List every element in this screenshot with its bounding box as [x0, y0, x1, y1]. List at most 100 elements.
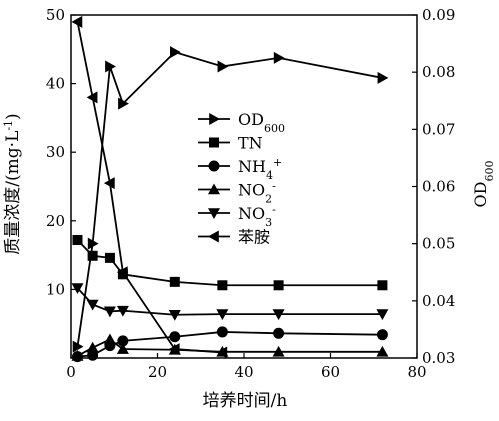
- data-point: [217, 280, 228, 291]
- data-point: [71, 283, 84, 295]
- data-point: [71, 349, 84, 361]
- legend-marker: [208, 160, 220, 172]
- data-point: [216, 346, 228, 359]
- legend-label: NO3-: [238, 203, 276, 229]
- y2-tick-label: 0.04: [422, 292, 455, 310]
- data-point: [216, 326, 228, 338]
- data-point: [216, 309, 229, 321]
- data-point: [168, 309, 181, 321]
- y-axis-label-sup: -1: [2, 120, 15, 131]
- series-line: [76, 51, 383, 347]
- y-axis-label-close: ): [3, 113, 23, 120]
- legend-label-sup: -: [272, 203, 276, 216]
- data-point: [103, 177, 115, 190]
- data-point: [71, 15, 83, 28]
- x-tick-label: 20: [148, 363, 167, 381]
- series-0: [72, 46, 389, 353]
- data-point: [273, 280, 284, 291]
- series-4: [71, 283, 389, 321]
- legend-label-main: 苯胺: [238, 228, 270, 247]
- data-point: [86, 91, 98, 104]
- y-tick-label: 40: [46, 75, 65, 93]
- legend-label-main: NO: [238, 181, 265, 200]
- y-axis-ticks: 10 20 30 40 50: [46, 6, 76, 298]
- y2-tick-label: 0.03: [422, 349, 455, 367]
- legend-label-sup: +: [273, 156, 282, 169]
- legend-label: NO2-: [238, 179, 276, 205]
- data-point: [272, 345, 285, 357]
- data-point: [87, 237, 99, 250]
- y2-axis-label-main: OD: [471, 182, 490, 208]
- data-point: [118, 97, 129, 110]
- x-tick-label: 40: [234, 363, 253, 381]
- legend-label: NH4+: [238, 156, 282, 182]
- legend-label-main: NH: [238, 157, 266, 176]
- legend-label: 苯胺: [238, 228, 270, 247]
- data-point: [86, 341, 99, 353]
- series-line: [77, 338, 383, 357]
- x-tick-label: 80: [407, 363, 426, 381]
- data-point: [377, 71, 389, 84]
- legend-marker: [209, 113, 220, 125]
- data-point: [273, 327, 285, 339]
- series-line: [76, 21, 223, 354]
- legend-label-main: OD: [238, 110, 264, 129]
- legend-label: TN: [238, 134, 263, 153]
- data-point: [87, 250, 98, 261]
- series-1: [72, 235, 388, 291]
- series-line: [76, 287, 383, 316]
- data-point: [376, 329, 388, 341]
- x-tick-label: 60: [321, 363, 340, 381]
- data-point: [117, 335, 129, 347]
- legend-label-sub: 600: [264, 122, 285, 135]
- legend-label-sub: 2: [265, 192, 272, 205]
- legend-marker: [208, 183, 220, 195]
- data-point: [86, 299, 99, 311]
- legend-marker: [208, 208, 220, 219]
- y2-axis-label: OD600: [471, 161, 496, 208]
- series-5: [71, 15, 228, 359]
- y2-tick-label: 0.09: [422, 6, 455, 24]
- data-point: [103, 306, 116, 318]
- data-point: [377, 280, 388, 291]
- legend-label-main: TN: [238, 134, 263, 153]
- y-axis-label: 质量浓度/(mg·L-1): [2, 113, 24, 254]
- y2-axis-ticks: 0.03 0.04 0.05 0.06 0.07 0.08 0.09: [412, 6, 455, 367]
- x-tick-label: 0: [66, 363, 76, 381]
- data-point: [116, 305, 129, 317]
- data-point: [72, 235, 83, 246]
- data-point: [116, 266, 128, 279]
- data-point: [104, 252, 115, 263]
- data-point: [376, 345, 389, 357]
- x-axis-label: 培养时间/h: [203, 391, 288, 411]
- data-point: [105, 60, 116, 73]
- y-tick-label: 50: [46, 6, 65, 24]
- y2-tick-label: 0.05: [422, 235, 455, 253]
- data-point: [170, 46, 181, 59]
- data-point: [116, 343, 129, 354]
- legend-label-main: NO: [238, 204, 265, 223]
- data-point: [169, 331, 181, 343]
- y2-axis-label-sub: 600: [483, 161, 496, 182]
- data-point: [272, 309, 285, 321]
- x-axis-ticks: 0 20 40 60 80: [66, 353, 427, 381]
- legend-label-sub: 4: [266, 169, 273, 182]
- data-point: [217, 60, 229, 73]
- series-layer: [71, 15, 389, 363]
- y-tick-label: 10: [46, 280, 65, 298]
- series-2: [71, 326, 388, 363]
- data-point: [168, 343, 180, 356]
- legend-marker: [208, 230, 219, 243]
- data-point: [103, 333, 116, 345]
- y2-tick-label: 0.07: [422, 120, 455, 138]
- y-tick-label: 20: [46, 212, 65, 230]
- y2-tick-label: 0.08: [422, 63, 455, 81]
- data-point: [273, 51, 285, 64]
- legend-marker: [209, 137, 219, 148]
- legend-label-sub: 3: [265, 216, 272, 229]
- y-tick-label: 30: [46, 143, 65, 161]
- legend-label-sup: -: [272, 179, 276, 192]
- y2-tick-label: 0.06: [422, 178, 455, 196]
